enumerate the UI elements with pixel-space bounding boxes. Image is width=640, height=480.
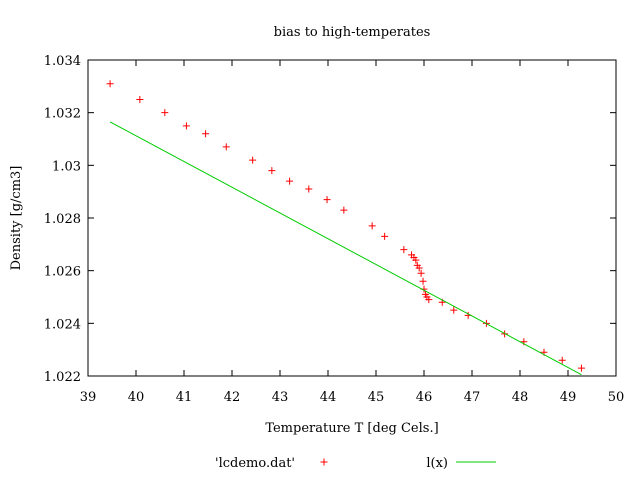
x-tick-label: 45	[368, 390, 385, 405]
legend-marker-swatch	[320, 458, 328, 466]
data-point	[305, 185, 313, 193]
data-point	[202, 130, 210, 138]
data-point	[222, 143, 230, 151]
data-point	[249, 156, 257, 164]
y-tick-label: 1.026	[44, 265, 81, 280]
y-tick-label: 1.034	[44, 54, 81, 69]
data-point	[415, 264, 423, 272]
data-point	[419, 277, 427, 285]
x-tick-label: 44	[320, 390, 337, 405]
data-point	[368, 222, 376, 230]
data-point	[412, 256, 420, 264]
x-tick-label: 48	[512, 390, 529, 405]
x-tick-label: 40	[128, 390, 145, 405]
y-tick-label: 1.022	[44, 370, 81, 385]
y-tick-label: 1.03	[52, 159, 81, 174]
x-axis-label: Temperature T [deg Cels.]	[265, 421, 438, 436]
data-point	[286, 177, 294, 185]
legend-label: 'lcdemo.dat'	[215, 456, 295, 471]
data-point	[340, 206, 348, 214]
x-tick-label: 49	[560, 390, 577, 405]
data-point	[558, 356, 566, 364]
data-point	[136, 96, 144, 103]
data-point	[400, 246, 408, 254]
data-point	[323, 196, 331, 204]
plot-frame	[87, 59, 617, 377]
x-tick-label: 50	[608, 390, 625, 405]
chart-title: bias to high-temperates	[274, 25, 431, 40]
data-point	[450, 306, 458, 314]
data-point	[425, 296, 433, 304]
x-tick-label: 41	[176, 390, 193, 405]
x-tick-label: 42	[224, 390, 241, 405]
legend-label: l(x)	[426, 456, 448, 471]
data-point	[106, 80, 114, 88]
y-axis-label: Density [g/cm3]	[9, 166, 24, 271]
x-tick-label: 39	[80, 390, 97, 405]
y-tick-label: 1.032	[44, 107, 81, 122]
x-tick-label: 46	[416, 390, 433, 405]
x-tick-label: 47	[464, 390, 481, 405]
x-tick-label: 43	[272, 390, 289, 405]
data-point	[381, 232, 389, 240]
data-point	[268, 167, 276, 175]
data-point	[417, 269, 425, 277]
data-point	[182, 122, 190, 130]
data-point	[577, 364, 585, 372]
data-point	[161, 109, 169, 117]
series-line-1	[109, 121, 582, 376]
y-tick-label: 1.028	[44, 212, 81, 227]
y-tick-label: 1.024	[44, 317, 81, 332]
